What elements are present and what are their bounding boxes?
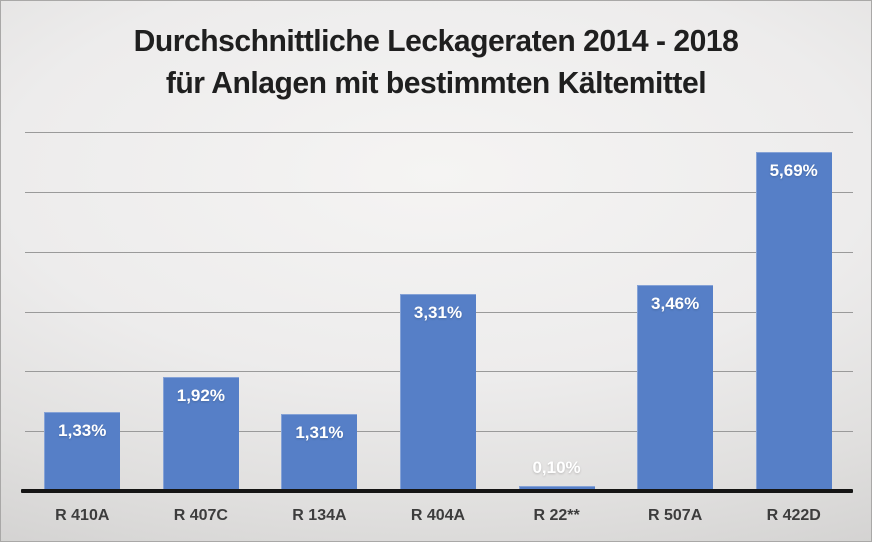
bar-r-407c: 1,92% bbox=[162, 377, 239, 492]
gridline-4pct bbox=[25, 251, 853, 253]
bar-value-label: 3,31% bbox=[413, 302, 463, 322]
plot-area: 1,33% 1,92% 1,31% 3,31% 0,10% 3,46% 5,69% bbox=[23, 132, 853, 492]
category-label-r-410a: R 410A bbox=[55, 507, 110, 524]
bar-value-label: 5,69% bbox=[769, 160, 818, 180]
category-label-r-404a: R 404A bbox=[410, 507, 466, 524]
chart-title: Durchschnittliche Leckageraten 2014 - 20… bbox=[13, 20, 859, 104]
chart-title-line-2: für Anlagen mit bestimmten Kältemittel bbox=[165, 65, 707, 100]
bar-r-410a: 1,33% bbox=[44, 412, 121, 492]
bar-value-label: 1,33% bbox=[58, 421, 107, 441]
bar-r-404a: 3,31% bbox=[399, 293, 476, 492]
category-label-r-134a: R 134A bbox=[292, 507, 347, 524]
category-label-r-507a: R 507A bbox=[648, 507, 703, 524]
chart-title-line-1: Durchschnittliche Leckageraten 2014 - 20… bbox=[133, 23, 739, 58]
category-label-r-422d: R 422D bbox=[766, 507, 821, 524]
bar-r-134a: 1,31% bbox=[281, 413, 358, 492]
bar-r-422d: 5,69% bbox=[755, 151, 832, 492]
bar-r-507a: 3,46% bbox=[637, 284, 714, 492]
category-axis: R 410A R 407C R 134A R 404A R 22** R 507A R 42… bbox=[23, 501, 853, 531]
bar-slot: 1,33% bbox=[23, 133, 142, 492]
gridline-6pct bbox=[25, 132, 853, 133]
bar-value-label: 1,31% bbox=[295, 422, 344, 442]
category-label-r-407c: R 407C bbox=[173, 507, 228, 524]
bar-slot: 1,31% bbox=[260, 133, 379, 492]
gridline-5pct bbox=[25, 191, 853, 193]
bar-slot: 1,92% bbox=[142, 133, 261, 492]
bar-slot: 3,46% bbox=[616, 133, 735, 492]
bar-value-label: 0,10% bbox=[532, 458, 581, 478]
bar-value-label: 3,46% bbox=[651, 293, 700, 313]
bar-slot: 0,10% bbox=[497, 133, 616, 492]
bar-value-label: 1,92% bbox=[176, 386, 225, 406]
bar-slot: 5,69% bbox=[734, 133, 853, 492]
bar-slot: 3,31% bbox=[379, 133, 498, 492]
x-axis-line bbox=[21, 489, 853, 493]
category-label-r-22: R 22** bbox=[533, 507, 580, 524]
